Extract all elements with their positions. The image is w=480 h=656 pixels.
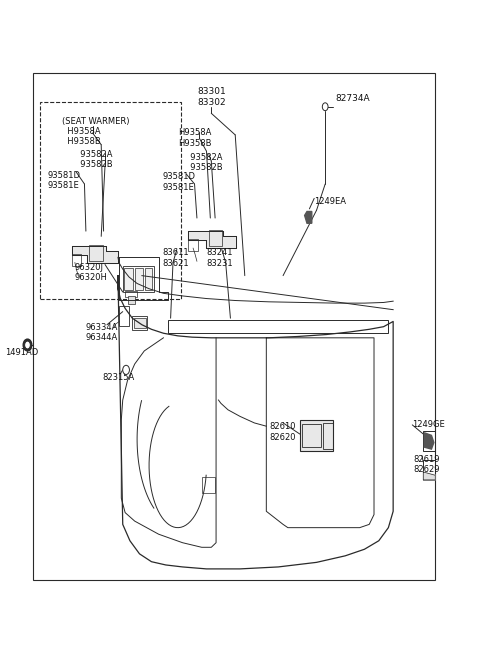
Bar — [72, 254, 81, 266]
Text: 1491AD: 1491AD — [5, 348, 39, 357]
Bar — [300, 420, 333, 451]
Bar — [168, 320, 388, 333]
Bar — [33, 73, 435, 580]
Bar — [209, 230, 222, 246]
Text: 82315A: 82315A — [103, 373, 135, 382]
Text: 82734A: 82734A — [336, 94, 371, 104]
Text: 93582A
  93582B: 93582A 93582B — [185, 153, 223, 172]
Bar — [40, 102, 181, 298]
Bar — [323, 423, 333, 449]
Text: (SEAT WARMER)
  H9358A
  H9358B: (SEAT WARMER) H9358A H9358B — [62, 117, 130, 146]
Bar — [134, 318, 146, 328]
Polygon shape — [305, 211, 312, 223]
Bar — [124, 268, 133, 290]
Circle shape — [23, 339, 32, 351]
Bar — [120, 306, 129, 326]
Text: 96320J
96320H: 96320J 96320H — [75, 262, 108, 282]
Polygon shape — [423, 472, 435, 480]
Polygon shape — [424, 433, 434, 449]
Bar — [145, 268, 153, 290]
Text: 83301
83302: 83301 83302 — [197, 87, 226, 107]
Text: H9358A
H9358B: H9358A H9358B — [178, 129, 211, 148]
Text: 96334A
96344A: 96334A 96344A — [86, 323, 118, 342]
Bar — [188, 239, 198, 251]
Bar — [423, 461, 435, 480]
Text: 93582A
  93582B: 93582A 93582B — [75, 150, 112, 169]
Bar — [135, 268, 144, 290]
Polygon shape — [188, 231, 236, 248]
Bar — [423, 432, 435, 451]
Bar — [123, 266, 154, 292]
Circle shape — [24, 341, 30, 349]
Text: 1249EA: 1249EA — [314, 197, 346, 206]
Text: 93581D
93581E: 93581D 93581E — [162, 173, 195, 192]
Bar — [132, 316, 147, 330]
Polygon shape — [72, 246, 118, 262]
Circle shape — [323, 103, 328, 111]
Text: 1249GE: 1249GE — [412, 420, 445, 428]
Text: 93581D
93581E: 93581D 93581E — [48, 171, 81, 190]
Text: 83241
83231: 83241 83231 — [206, 248, 233, 268]
Text: 82610
82620: 82610 82620 — [270, 422, 296, 441]
Bar — [125, 291, 137, 297]
Bar — [302, 424, 322, 447]
Text: 82619
82629: 82619 82629 — [413, 455, 440, 474]
Bar — [202, 477, 215, 493]
Circle shape — [123, 365, 130, 375]
Bar — [89, 245, 103, 260]
Text: 83611
83621: 83611 83621 — [162, 248, 189, 268]
Bar — [128, 296, 135, 304]
